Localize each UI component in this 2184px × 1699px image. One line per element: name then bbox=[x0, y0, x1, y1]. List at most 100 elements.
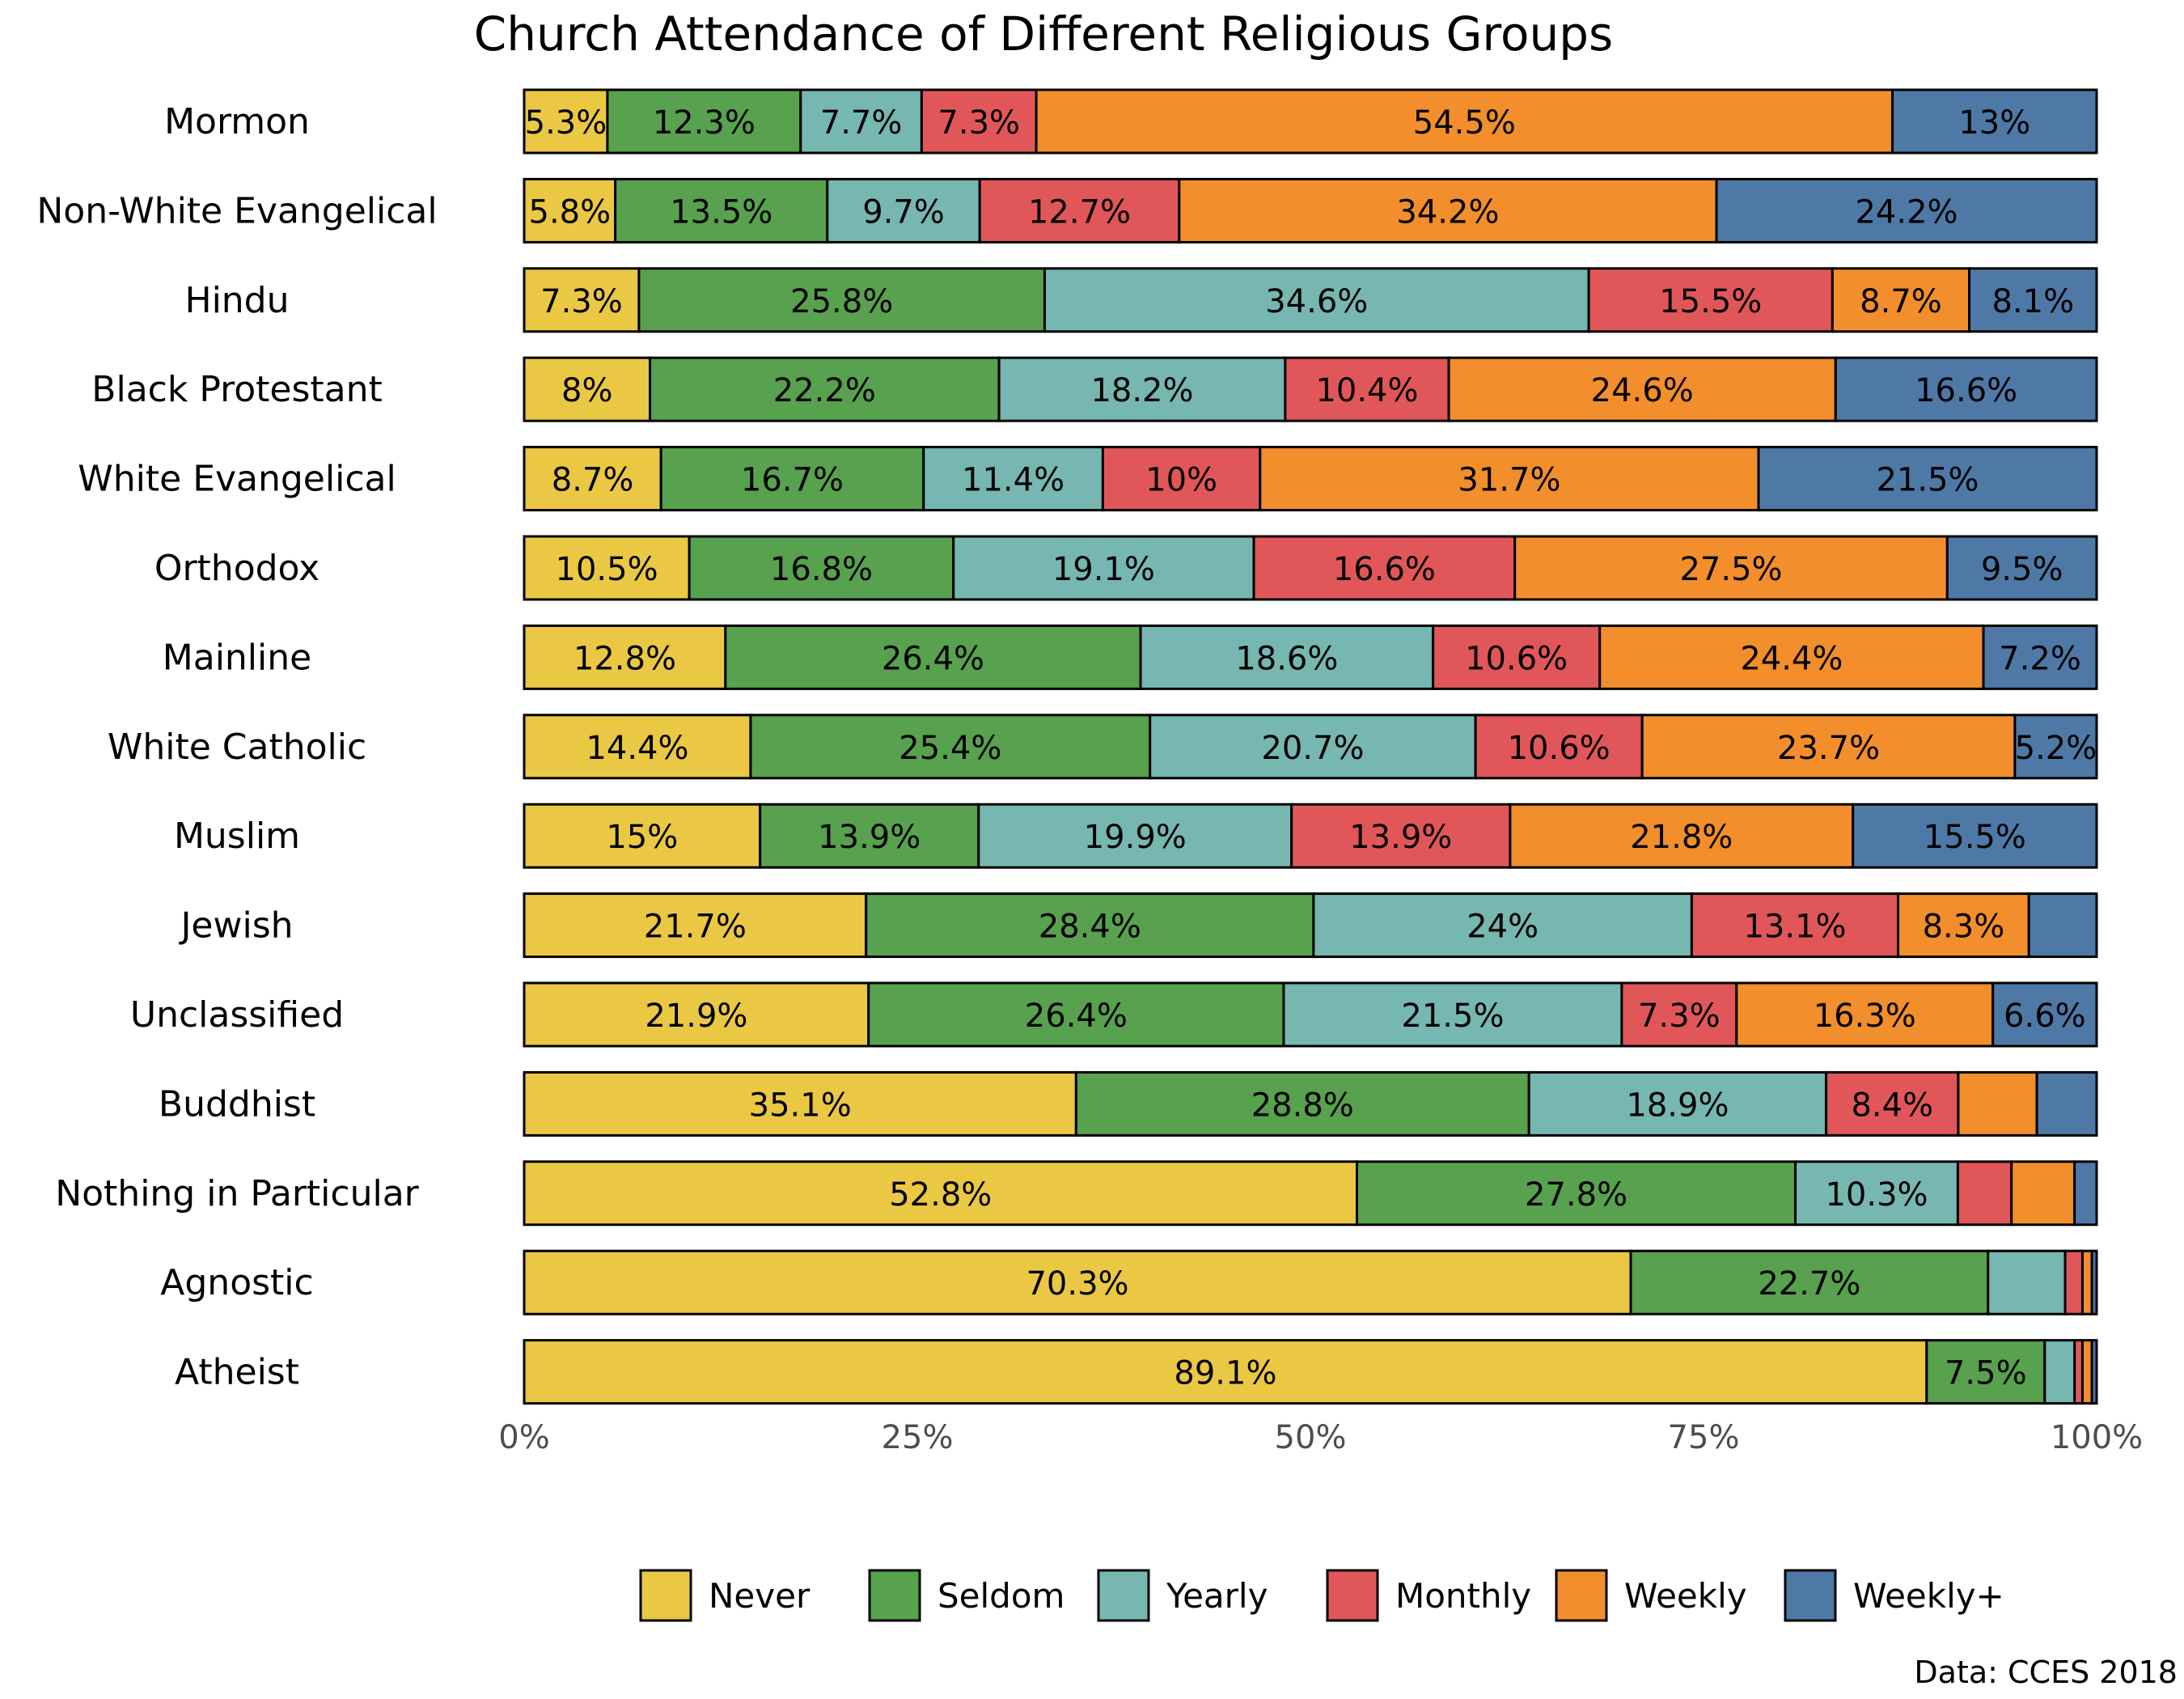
data-label-white-catholic-yearly: 20.7% bbox=[1261, 730, 1364, 767]
bar-segment-white-evangelical-weekly bbox=[1259, 446, 1760, 512]
bar-segment-white-evangelical-never bbox=[523, 446, 662, 512]
bar-segment-nothing-in-particular-weekly bbox=[2010, 1160, 2076, 1227]
data-label-muslim-seldom: 13.9% bbox=[818, 819, 921, 856]
data-label-hindu-yearly: 34.6% bbox=[1265, 283, 1368, 320]
legend-swatch-never bbox=[639, 1569, 692, 1622]
category-label-mainline: Mainline bbox=[163, 637, 311, 678]
bar-segment-jewish-weekly-plus bbox=[2027, 892, 2098, 959]
bar-segment-unclassified-weekly bbox=[1735, 981, 1995, 1048]
bar-segment-hindu-weekly bbox=[1831, 267, 1971, 333]
category-labels: Mormon Non-White Evangelical Hindu Black Pr… bbox=[36, 101, 437, 1393]
bar-segment-hindu-never bbox=[523, 267, 641, 333]
bar-segment-agnostic-yearly bbox=[1987, 1249, 2067, 1316]
bar-segment-nothing-in-particular-yearly bbox=[1794, 1160, 1959, 1227]
bar-segment-unclassified-weekly-plus bbox=[1991, 981, 2098, 1048]
bar-segment-muslim-seldom bbox=[759, 803, 980, 869]
category-label-orthodox: Orthodox bbox=[154, 548, 320, 589]
data-label-white-evangelical-seldom: 16.7% bbox=[741, 462, 844, 499]
bar-segment-nothing-in-particular-weekly-plus bbox=[2073, 1160, 2098, 1227]
bar-segment-muslim-weekly-plus bbox=[1852, 803, 2098, 869]
bar-segment-atheist-never bbox=[523, 1339, 1928, 1405]
data-label-unclassified-monthly: 7.3% bbox=[1638, 998, 1721, 1035]
bar-segment-white-evangelical-monthly bbox=[1101, 446, 1262, 512]
legend-label-seldom: Seldom bbox=[938, 1576, 1064, 1616]
bar-segment-black-protestant-monthly bbox=[1284, 356, 1450, 422]
bar-segment-orthodox-weekly bbox=[1513, 535, 1949, 601]
data-label-white-catholic-never: 14.4% bbox=[586, 730, 688, 767]
bar-segment-unclassified-yearly bbox=[1282, 981, 1623, 1048]
category-label-atheist: Atheist bbox=[175, 1352, 299, 1393]
bar-segment-unclassified-never bbox=[523, 981, 870, 1048]
bar-segment-non-white-evangelical-weekly-plus bbox=[1715, 177, 2098, 244]
data-label-non-white-evangelical-yearly: 9.7% bbox=[862, 193, 945, 231]
bar-segment-mainline-yearly bbox=[1139, 624, 1435, 690]
bar-segment-mainline-monthly bbox=[1432, 624, 1602, 690]
data-label-mormon-monthly: 7.3% bbox=[938, 104, 1020, 142]
bar-segment-non-white-evangelical-yearly bbox=[826, 177, 981, 244]
bar-segment-jewish-yearly bbox=[1312, 892, 1693, 959]
data-label-white-evangelical-never: 8.7% bbox=[552, 462, 634, 499]
category-label-muslim: Muslim bbox=[174, 816, 300, 857]
bar-segment-buddhist-weekly bbox=[1957, 1070, 2038, 1137]
bar-segment-nothing-in-particular-monthly bbox=[1956, 1160, 2013, 1227]
bar-segment-hindu-seldom bbox=[637, 267, 1046, 333]
category-label-mormon: Mormon bbox=[164, 101, 310, 142]
data-label-unclassified-yearly: 21.5% bbox=[1401, 998, 1504, 1035]
legend-swatch-weekly bbox=[1555, 1569, 1608, 1622]
data-label-mormon-never: 5.3% bbox=[525, 104, 607, 142]
data-label-atheist-seldom: 7.5% bbox=[1945, 1355, 2027, 1392]
bars-layer: 5.3% 12.3% 7.7% 7.3% 54.5% 13% 5.8% 13.5% 9.7% 12… bbox=[523, 88, 2098, 1405]
data-label-orthodox-yearly: 19.1% bbox=[1052, 551, 1155, 588]
bar-segment-agnostic-monthly bbox=[2063, 1249, 2084, 1316]
bar-segment-hindu-weekly-plus bbox=[1968, 267, 2098, 333]
bar-segment-buddhist-never bbox=[523, 1070, 1077, 1137]
bar-segment-mormon-never bbox=[523, 88, 609, 155]
data-label-orthodox-seldom: 16.8% bbox=[770, 551, 873, 588]
category-label-unclassified: Unclassified bbox=[130, 994, 344, 1036]
data-label-white-evangelical-weekly: 31.7% bbox=[1458, 462, 1560, 499]
bar-segment-black-protestant-seldom bbox=[649, 356, 1001, 422]
bar-segment-agnostic-weekly-plus bbox=[2090, 1249, 2098, 1316]
data-label-non-white-evangelical-seldom: 13.5% bbox=[670, 193, 772, 231]
legend-label-weekly-plus: Weekly+ bbox=[1853, 1576, 2004, 1616]
x-tick-label: 50% bbox=[1275, 1419, 1347, 1456]
data-label-muslim-yearly: 19.9% bbox=[1084, 819, 1187, 856]
legend-swatch-seldom bbox=[868, 1569, 921, 1622]
bar-segment-black-protestant-yearly bbox=[997, 356, 1287, 422]
bar-segment-atheist-seldom bbox=[1925, 1339, 2046, 1405]
data-label-jewish-yearly: 24% bbox=[1467, 909, 1539, 946]
data-label-black-protestant-never: 8% bbox=[561, 372, 612, 409]
data-label-unclassified-seldom: 26.4% bbox=[1025, 998, 1128, 1035]
bar-segment-non-white-evangelical-never bbox=[523, 177, 617, 244]
data-label-mainline-seldom: 26.4% bbox=[882, 640, 984, 677]
data-label-nothing-in-particular-never: 52.8% bbox=[889, 1176, 992, 1214]
data-label-black-protestant-seldom: 22.2% bbox=[773, 372, 876, 409]
data-label-jewish-monthly: 13.1% bbox=[1743, 909, 1846, 946]
data-label-mormon-yearly: 7.7% bbox=[820, 104, 903, 142]
bar-segment-mainline-seldom bbox=[724, 624, 1142, 690]
legend-label-weekly: Weekly bbox=[1624, 1576, 1747, 1616]
bar-segment-white-catholic-weekly bbox=[1640, 714, 2017, 780]
data-label-white-evangelical-weekly-plus: 21.5% bbox=[1876, 462, 1979, 499]
legend-swatch-monthly bbox=[1326, 1569, 1379, 1622]
data-label-mainline-never: 12.8% bbox=[574, 640, 676, 677]
bar-segment-muslim-yearly bbox=[977, 803, 1293, 869]
bar-segment-non-white-evangelical-monthly bbox=[978, 177, 1181, 244]
bar-segment-black-protestant-never bbox=[523, 356, 652, 422]
category-label-white-evangelical: White Evangelical bbox=[78, 459, 396, 500]
data-label-non-white-evangelical-weekly-plus: 24.2% bbox=[1855, 193, 1958, 231]
data-label-hindu-seldom: 25.8% bbox=[790, 283, 893, 320]
data-label-jewish-seldom: 28.4% bbox=[1039, 909, 1141, 946]
x-tick-label: 0% bbox=[498, 1419, 549, 1456]
bar-segment-muslim-never bbox=[523, 803, 762, 869]
data-label-unclassified-never: 21.9% bbox=[645, 998, 747, 1035]
data-label-unclassified-weekly-plus: 6.6% bbox=[2004, 998, 2086, 1035]
data-label-buddhist-yearly: 18.9% bbox=[1626, 1087, 1729, 1124]
data-label-mainline-weekly-plus: 7.2% bbox=[1999, 640, 2081, 677]
legend-label-monthly: Monthly bbox=[1395, 1576, 1531, 1616]
bar-segment-jewish-seldom bbox=[865, 892, 1315, 959]
bar-segment-muslim-weekly bbox=[1509, 803, 1855, 869]
data-label-white-catholic-seldom: 25.4% bbox=[899, 730, 1001, 767]
bar-segment-non-white-evangelical-seldom bbox=[614, 177, 829, 244]
